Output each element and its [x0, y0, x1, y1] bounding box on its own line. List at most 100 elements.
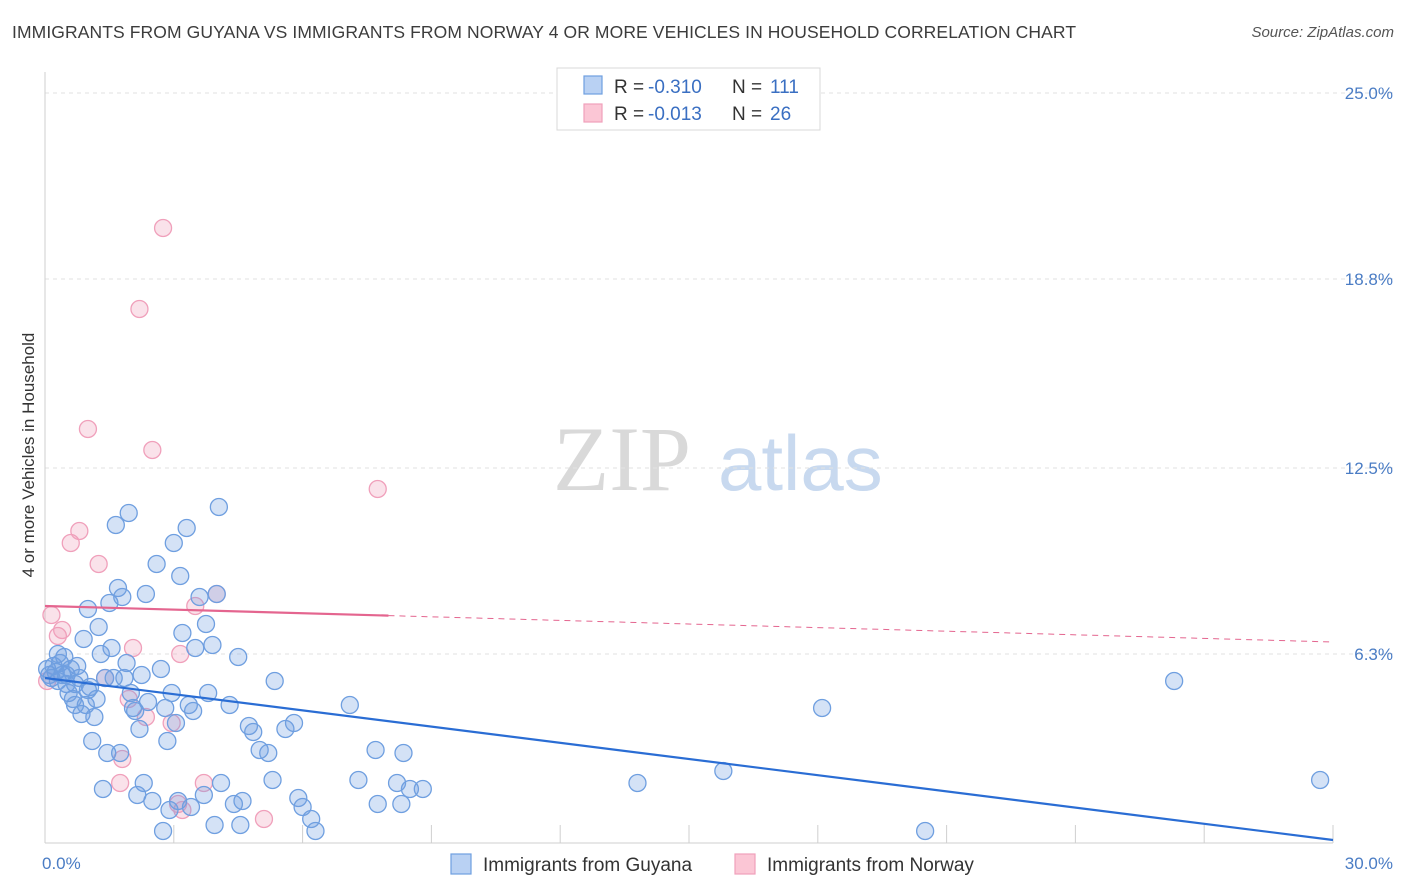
guyana-point-108: [166, 713, 186, 733]
norway-point-15: [143, 440, 162, 460]
legend-swatch-guyana: [583, 75, 603, 95]
norway-point-13: [130, 299, 149, 319]
guyana-point-77: [263, 770, 282, 790]
guyana-point-93: [413, 779, 432, 799]
y-tick-label-3: 25.0%: [1345, 84, 1393, 103]
legend-n-value-guyana: 111: [770, 77, 799, 98]
guyana-point-24: [91, 644, 110, 664]
norway-point-17: [162, 713, 181, 733]
trend-line-norway-dashed: [388, 615, 1334, 643]
guyana-point-46: [151, 659, 171, 679]
axes: [44, 72, 1334, 844]
norway-point-7: [89, 554, 108, 574]
guyana-point-28: [102, 638, 121, 658]
norway-point-9: [110, 773, 130, 793]
guyana-point-30: [106, 515, 125, 535]
guyana-point-61: [194, 785, 214, 805]
guyana-point-100: [48, 644, 68, 664]
legend-swatch-norway: [583, 103, 603, 123]
x-tick-label-0: 0.0%: [42, 854, 81, 873]
legend-n-label-norway: N =: [732, 104, 762, 125]
guyana-point-99: [1310, 770, 1330, 790]
guyana-point-68: [220, 695, 239, 715]
guyana-point-88: [368, 794, 387, 814]
norway-point-16: [153, 218, 173, 238]
guyana-point-92: [400, 779, 420, 799]
guyana-point-33: [113, 587, 132, 607]
bottom-legend: Immigrants from Guyana Immigrants from N…: [450, 853, 974, 876]
guyana-point-35: [119, 503, 138, 523]
guyana-point-94: [628, 773, 647, 793]
legend-n-value-norway: 26: [770, 104, 791, 125]
y-tick-label-0: 6.3%: [1354, 645, 1393, 664]
bottom-legend-swatch-guyana: [450, 853, 472, 875]
norway-point-3: [53, 620, 72, 640]
trend-line-norway-solid: [44, 604, 389, 617]
guyana-point-85: [340, 695, 359, 715]
norway-point-5: [70, 521, 89, 541]
guyana-point-97: [915, 821, 935, 841]
guyana-point-103: [78, 680, 98, 700]
guyana-point-23: [89, 617, 108, 637]
legend-n-label-guyana: N =: [732, 77, 762, 98]
guyana-point-45: [147, 554, 166, 574]
guyana-point-55: [173, 623, 192, 643]
x-tick-labels: 0.0% 30.0%: [42, 854, 1393, 873]
guyana-point-71: [231, 815, 250, 835]
guyana-point-84: [306, 821, 325, 841]
guyana-point-65: [207, 584, 226, 604]
guyana-point-105: [98, 743, 117, 763]
guyana-point-37: [126, 701, 145, 721]
watermark-atlas: atlas: [718, 419, 883, 507]
norway-point-1: [42, 605, 61, 625]
guyana-point-47: [153, 821, 173, 841]
norway-point-12: [123, 638, 143, 658]
chart-title: IMMIGRANTS FROM GUYANA VS IMMIGRANTS FRO…: [12, 22, 1077, 42]
y-tick-label-2: 18.8%: [1345, 270, 1393, 289]
guyana-point-25: [93, 779, 113, 799]
guyana-point-34: [117, 653, 136, 673]
guyana-point-80: [284, 713, 304, 733]
guyana-point-60: [190, 587, 209, 607]
norway-point-24: [254, 809, 274, 829]
y-tick-label-1: 12.5%: [1345, 459, 1393, 478]
guyana-point-19: [78, 599, 98, 619]
guyana-point-63: [203, 635, 222, 655]
guyana-point-54: [171, 566, 190, 586]
guyana-point-96: [812, 698, 832, 718]
guyana-point-74: [244, 722, 263, 742]
guyana-point-66: [209, 497, 229, 517]
guyana-point-67: [211, 773, 231, 793]
guyana-point-87: [366, 740, 385, 760]
legend-r-label-guyana: R =: [614, 77, 644, 98]
guyana-point-56: [177, 518, 196, 538]
legend-r-value-guyana: -0.310: [648, 77, 702, 98]
watermark-zip: ZIP: [553, 408, 691, 510]
bottom-legend-swatch-norway: [734, 853, 756, 875]
guyana-point-81: [289, 788, 308, 808]
guyana-point-62: [196, 614, 216, 634]
y-tick-labels: 6.3% 12.5% 18.8% 25.0%: [1345, 84, 1393, 664]
guyana-point-42: [136, 584, 156, 604]
x-tick-label-1: 30.0%: [1345, 854, 1393, 873]
guyana-point-32: [110, 743, 130, 763]
trend-line-guyana: [44, 676, 1334, 842]
guyana-point-104: [85, 707, 104, 727]
legend-r-label-norway: R =: [614, 104, 644, 125]
guyana-point-76: [259, 743, 278, 763]
stats-legend: R = -0.310 N = 111 R = -0.013 N = 26: [556, 67, 821, 131]
guyana-point-86: [349, 770, 368, 790]
guyana-point-64: [205, 815, 224, 835]
guyana-point-17: [74, 629, 93, 649]
guyana-point-91: [394, 743, 413, 763]
norway-point-25: [368, 479, 387, 499]
guyana-point-48: [156, 698, 175, 718]
guyana-point-44: [143, 791, 162, 811]
guyana-point-40: [132, 665, 151, 685]
guyana-point-78: [265, 671, 284, 691]
legend-r-value-norway: -0.013: [648, 104, 702, 125]
y-axis-label: 4 or more Vehicles in Household: [19, 333, 38, 578]
guyana-point-83: [302, 809, 321, 829]
guyana-point-98: [1164, 671, 1184, 691]
